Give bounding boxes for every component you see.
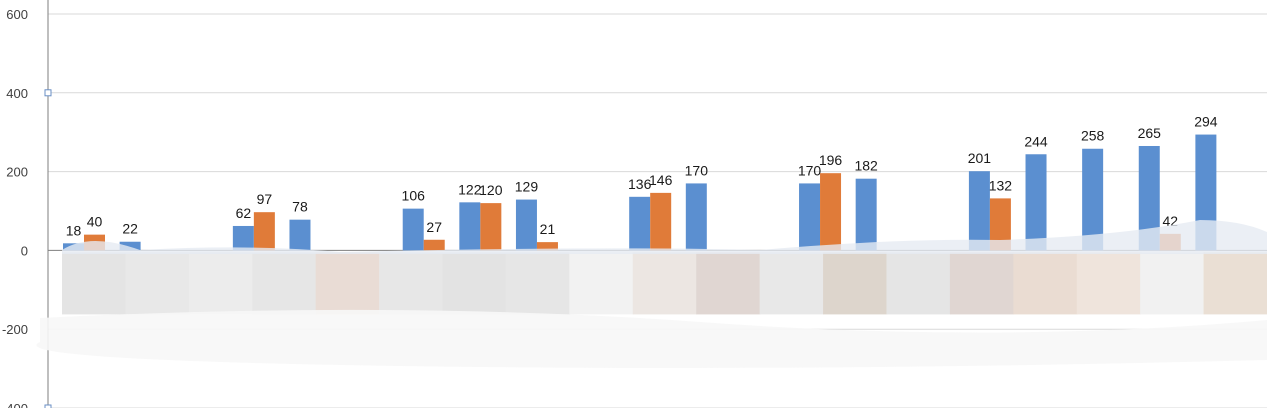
bar-series1-11 [685, 183, 707, 251]
obscured-region [62, 220, 1267, 254]
y-tick-label: -200 [2, 322, 28, 337]
obscured-region [125, 252, 190, 315]
bar-series1-14 [855, 178, 877, 251]
bar-series1-18 [1082, 148, 1104, 251]
bar-series2-3 [253, 212, 275, 251]
bar-series1-8 [515, 199, 537, 251]
data-label: 120 [479, 182, 503, 198]
data-label: 40 [87, 214, 103, 230]
bar-series2-7 [480, 203, 502, 251]
obscured-region [949, 252, 1015, 315]
bar-series2-8 [536, 242, 558, 251]
obscured-region [36, 309, 1267, 368]
bar-series1-1 [119, 241, 141, 251]
data-label: 182 [854, 158, 878, 174]
data-label: 27 [426, 219, 442, 235]
obscured-region [252, 252, 317, 315]
data-label: 170 [685, 162, 709, 178]
obscured-region [696, 252, 761, 315]
bar-series1-7 [459, 202, 481, 251]
data-label: 21 [540, 221, 556, 237]
obscured-region [569, 252, 634, 315]
data-label: 265 [1138, 125, 1162, 141]
obscured-region [823, 252, 888, 315]
data-label: 132 [989, 177, 1013, 193]
obscured-region [1140, 252, 1205, 315]
data-label: 196 [819, 152, 843, 168]
data-label: 22 [122, 221, 138, 237]
bar-series2-16 [989, 198, 1011, 251]
data-label: 97 [257, 191, 273, 207]
data-label: 122 [458, 181, 482, 197]
axis-handle-icon [44, 89, 52, 97]
data-label: 244 [1024, 133, 1048, 149]
bar-series1-19 [1138, 145, 1160, 251]
bar-series1-16 [968, 171, 990, 251]
bar-series1-4 [289, 219, 311, 251]
bar-series1-13 [799, 183, 821, 251]
bar-series1-10 [629, 196, 651, 251]
data-label: 258 [1081, 128, 1105, 144]
data-label: 201 [968, 150, 992, 166]
obscured-region [1013, 252, 1078, 315]
data-label: 146 [649, 172, 673, 188]
data-label: 106 [402, 188, 426, 204]
y-tick-label: 0 [21, 243, 28, 258]
obscured-region [315, 252, 381, 315]
bar-series2-10 [650, 192, 672, 251]
y-tick-label: 600 [6, 7, 28, 22]
data-label: 62 [236, 205, 252, 221]
bar-series2-6 [423, 239, 445, 251]
bar-series1-3 [232, 225, 254, 251]
obscured-region [505, 252, 571, 315]
obscured-region [759, 252, 825, 315]
data-label: 18 [66, 222, 82, 238]
y-tick-label: 400 [6, 86, 28, 101]
data-label: 294 [1194, 114, 1218, 130]
bar-series2-13 [820, 173, 842, 251]
obscured-region [188, 252, 254, 315]
bar-series1-6 [402, 208, 424, 251]
y-tick-label: 200 [6, 165, 28, 180]
data-label: 170 [798, 162, 822, 178]
obscured-region [62, 252, 127, 315]
data-label: 129 [515, 179, 539, 195]
obscured-region [1203, 252, 1267, 315]
obscured-region [1076, 252, 1142, 315]
obscured-region [886, 252, 951, 315]
data-label: 136 [628, 176, 652, 192]
obscured-region [632, 252, 698, 315]
obscured-region [442, 252, 507, 315]
y-tick-label: -400 [2, 401, 28, 408]
bar-series1-17 [1025, 154, 1047, 251]
obscured-region [379, 252, 444, 315]
data-label: 78 [292, 199, 308, 215]
